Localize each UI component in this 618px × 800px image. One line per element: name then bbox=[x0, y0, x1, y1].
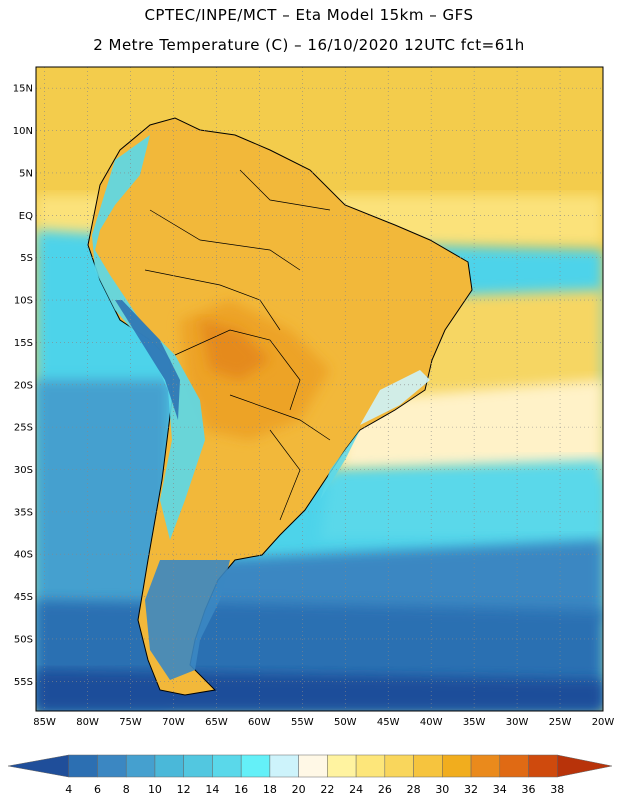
colorbar-label: 24 bbox=[349, 783, 363, 796]
colorbar-swatch bbox=[470, 754, 501, 778]
lon-label: 70W bbox=[162, 717, 185, 728]
colorbar-swatch bbox=[327, 754, 357, 778]
colorbar-label: 10 bbox=[148, 783, 162, 796]
colorbar-label: 6 bbox=[94, 783, 101, 796]
colorbar-label: 20 bbox=[292, 783, 306, 796]
lon-label: 35W bbox=[463, 717, 486, 728]
colorbar-swatch bbox=[384, 754, 414, 778]
colorbar-swatch bbox=[68, 754, 98, 778]
lat-label: 25S bbox=[14, 423, 33, 434]
colorbar-swatch bbox=[269, 754, 299, 778]
lat-label: 5S bbox=[20, 253, 33, 264]
colorbar-swatch bbox=[528, 754, 558, 778]
lon-label: 30W bbox=[506, 717, 529, 728]
colorbar-swatch bbox=[240, 754, 271, 778]
lat-label: 5N bbox=[19, 168, 33, 179]
lat-label: 20S bbox=[14, 380, 33, 391]
colorbar-swatch bbox=[413, 754, 443, 778]
colorbar-label: 8 bbox=[123, 783, 130, 796]
lat-label: 55S bbox=[14, 677, 33, 688]
lon-label: 65W bbox=[205, 717, 228, 728]
colorbar-swatch bbox=[442, 754, 472, 778]
lat-label: EQ bbox=[19, 211, 33, 222]
colorbar-swatch bbox=[183, 754, 213, 778]
colorbar-swatch bbox=[499, 754, 529, 778]
lat-label: 35S bbox=[14, 507, 33, 518]
lon-label: 60W bbox=[248, 717, 271, 728]
temperature-field bbox=[36, 67, 603, 711]
colorbar-label: 18 bbox=[263, 783, 277, 796]
lat-label: 15S bbox=[14, 338, 33, 349]
map-frame bbox=[35, 66, 604, 712]
colorbar-label: 36 bbox=[522, 783, 536, 796]
colorbar-swatch bbox=[7, 754, 69, 778]
lon-label: 75W bbox=[119, 717, 142, 728]
colorbar-label: 32 bbox=[464, 783, 478, 796]
lat-label: 10N bbox=[13, 126, 33, 137]
lat-label: 45S bbox=[14, 592, 33, 603]
colorbar-swatch bbox=[298, 754, 328, 778]
latitude-labels: 15N 10N 5N EQ 5S 10S 15S 20S 25S 30S 35S 40S 45S 50S 5… bbox=[13, 84, 33, 688]
colorbar-label: 12 bbox=[177, 783, 191, 796]
colorbar-swatch bbox=[125, 754, 156, 778]
colorbar-label: 38 bbox=[550, 783, 564, 796]
gridlines bbox=[36, 67, 604, 711]
colorbar-label: 30 bbox=[435, 783, 449, 796]
colorbar-swatch bbox=[97, 754, 127, 778]
colorbar-label: 34 bbox=[493, 783, 507, 796]
lon-label: 25W bbox=[549, 717, 572, 728]
lon-label: 55W bbox=[291, 717, 314, 728]
colorbar-label: 16 bbox=[234, 783, 248, 796]
lon-label: 40W bbox=[420, 717, 443, 728]
lat-label: 10S bbox=[14, 296, 33, 307]
colorbar-label: 22 bbox=[320, 783, 334, 796]
lon-label: 20W bbox=[592, 717, 615, 728]
lat-label: 50S bbox=[14, 634, 33, 645]
colorbar-label: 26 bbox=[378, 783, 392, 796]
colorbar: 4 6 8 10 12 14 16 18 20 22 24 26 28 30 32 34 36 38 bbox=[7, 754, 613, 796]
colorbar-swatch bbox=[557, 754, 613, 778]
colorbar-swatch bbox=[355, 754, 386, 778]
map-subtitle: 2 Metre Temperature (C) – 16/10/2020 12U… bbox=[93, 36, 525, 54]
colorbar-swatch bbox=[212, 754, 242, 778]
lon-label: 80W bbox=[76, 717, 99, 728]
lon-label: 50W bbox=[334, 717, 357, 728]
lat-label: 15N bbox=[13, 84, 33, 95]
colorbar-label: 4 bbox=[65, 783, 72, 796]
colorbar-label: 14 bbox=[205, 783, 219, 796]
longitude-labels: 85W 80W 75W 70W 65W 60W 55W 50W 45W 40W 35W 30W 25W 2… bbox=[33, 717, 614, 728]
country-borders bbox=[144, 169, 331, 521]
colorbar-swatch bbox=[154, 754, 184, 778]
map-title: CPTEC/INPE/MCT – Eta Model 15km – GFS bbox=[144, 6, 474, 24]
lon-label: 45W bbox=[377, 717, 400, 728]
lat-label: 40S bbox=[14, 550, 33, 561]
lat-label: 30S bbox=[14, 465, 33, 476]
colorbar-label: 28 bbox=[407, 783, 421, 796]
lon-label: 85W bbox=[33, 717, 56, 728]
